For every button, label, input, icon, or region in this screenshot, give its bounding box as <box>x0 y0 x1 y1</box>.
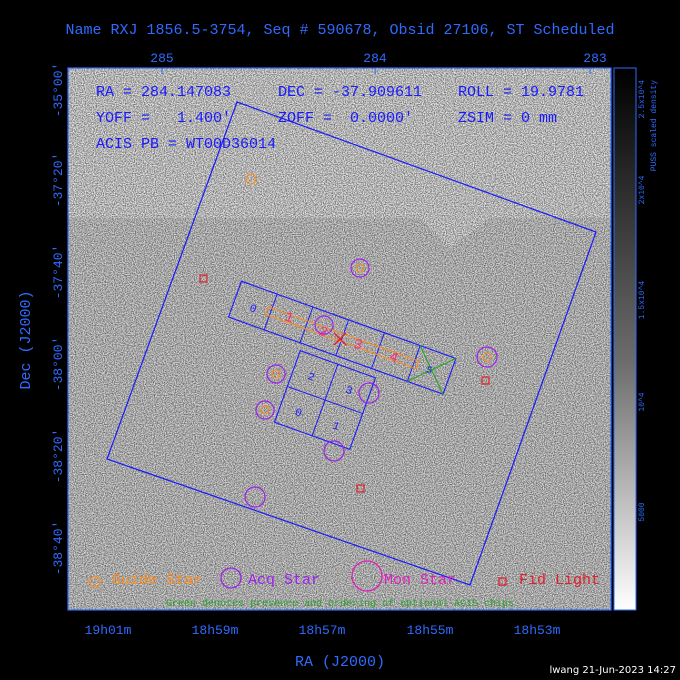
guide-star-marker <box>260 405 270 415</box>
acq-star-marker <box>323 440 345 462</box>
acq-stars <box>244 258 498 508</box>
aimpoint-marker <box>333 332 347 346</box>
left-tick-label: -37°20' <box>51 153 66 208</box>
acq-star-marker <box>358 382 380 404</box>
i-chip-label: 3 <box>343 385 353 399</box>
fid-lights <box>199 274 490 493</box>
colorbar: 2.5x10^4 2x10^4 1.5x10^4 10^4 5000 PUSS … <box>613 67 659 611</box>
plot-title: Name RXJ 1856.5-3754, Seq # 590678, Obsi… <box>65 22 614 39</box>
acq-star-marker <box>350 258 370 278</box>
fid-light-marker <box>356 484 365 493</box>
fid-light-marker <box>199 274 208 283</box>
colorbar-label: PUSS scaled density <box>650 80 659 171</box>
fid-light-marker <box>481 376 490 385</box>
fid-legend-icon <box>498 577 507 586</box>
acis-i-array: 2 3 0 1 <box>273 349 377 451</box>
footer-stamp: lwang 21-Jun-2023 14:27 <box>549 665 676 676</box>
info-block: RA = 284.147083 DEC = -37.909611 ROLL = … <box>96 84 584 153</box>
green-note: Green denotes presence and ordering of o… <box>166 598 514 610</box>
acq-legend-icon <box>220 567 242 589</box>
plot-frame <box>67 67 612 611</box>
guide-star-marker <box>245 173 257 185</box>
guide-legend-label: Guide Star <box>112 572 202 589</box>
top-tick-label: 284 <box>363 51 387 66</box>
info-yoff: YOFF = 1.400' <box>96 110 231 127</box>
guide-star-marker <box>482 352 492 362</box>
acq-star-marker <box>314 315 334 335</box>
colorbar-tick-label: 2.5x10^4 <box>638 80 647 119</box>
left-axis-label: Dec (J2000) <box>18 290 35 389</box>
bottom-tick-label: 18h59m <box>192 623 239 638</box>
info-acis-pb: ACIS PB = WT00D36014 <box>96 136 276 153</box>
info-zsim: ZSIM = 0 mm <box>458 110 557 127</box>
left-tick-label: -38°40' <box>51 521 66 576</box>
legend: Guide Star Acq Star Mon Star Fid Light G… <box>88 560 600 610</box>
s-chip-label: 0 <box>248 303 258 317</box>
acq-legend-label: Acq Star <box>248 572 320 589</box>
field-of-view-box <box>106 101 597 586</box>
guide-legend-icon <box>88 575 102 587</box>
bottom-axis: 19h01m 18h59m 18h57m 18h55m 18h53m RA (J… <box>85 623 561 671</box>
i-chip-label: 0 <box>293 407 303 421</box>
acq-star-marker <box>476 346 498 368</box>
top-tick-label: 285 <box>150 51 173 66</box>
mon-legend-label: Mon Star <box>384 572 456 589</box>
bottom-tick-label: 19h01m <box>85 623 132 638</box>
info-roll: ROLL = 19.9781 <box>458 84 584 101</box>
acq-star-marker <box>266 364 286 384</box>
i-chip-label: 2 <box>306 371 316 385</box>
bottom-tick-label: 18h55m <box>407 623 454 638</box>
bottom-axis-label: RA (J2000) <box>295 654 385 671</box>
left-tick-label: -37°40' <box>51 245 66 300</box>
colorbar-tick-label: 5000 <box>638 502 647 521</box>
left-tick-label: -35°00' <box>51 63 66 118</box>
i-chip-label: 1 <box>331 420 342 434</box>
left-axis: -35°00' -37°20' -37°40' -38°00' -38°20' … <box>18 63 66 576</box>
colorbar-tick-label: 10^4 <box>638 392 647 411</box>
info-ra: RA = 284.147083 <box>96 84 231 101</box>
acq-star-marker <box>255 400 275 420</box>
colorbar-tick-label: 1.5x10^4 <box>638 281 647 320</box>
top-axis: 285 284 283 <box>150 51 607 74</box>
left-tick-label: -38°20' <box>51 429 66 484</box>
bottom-tick-label: 18h57m <box>299 623 346 638</box>
mon-legend-icon <box>351 560 383 592</box>
fid-legend-label: Fid Light <box>519 572 600 589</box>
bottom-tick-label: 18h53m <box>514 623 561 638</box>
s-chip-label: 5 <box>424 365 433 377</box>
guide-star-marker <box>271 369 281 379</box>
acq-star-marker <box>244 486 266 508</box>
left-tick-label: -38°00' <box>51 337 66 392</box>
top-tick-label: 283 <box>583 51 606 66</box>
info-zoff: ZOFF = 0.0000' <box>278 110 413 127</box>
info-dec: DEC = -37.909611 <box>278 84 422 101</box>
guide-stars <box>245 173 492 415</box>
guide-star-marker <box>355 263 365 273</box>
colorbar-tick-label: 2x10^4 <box>638 175 647 204</box>
